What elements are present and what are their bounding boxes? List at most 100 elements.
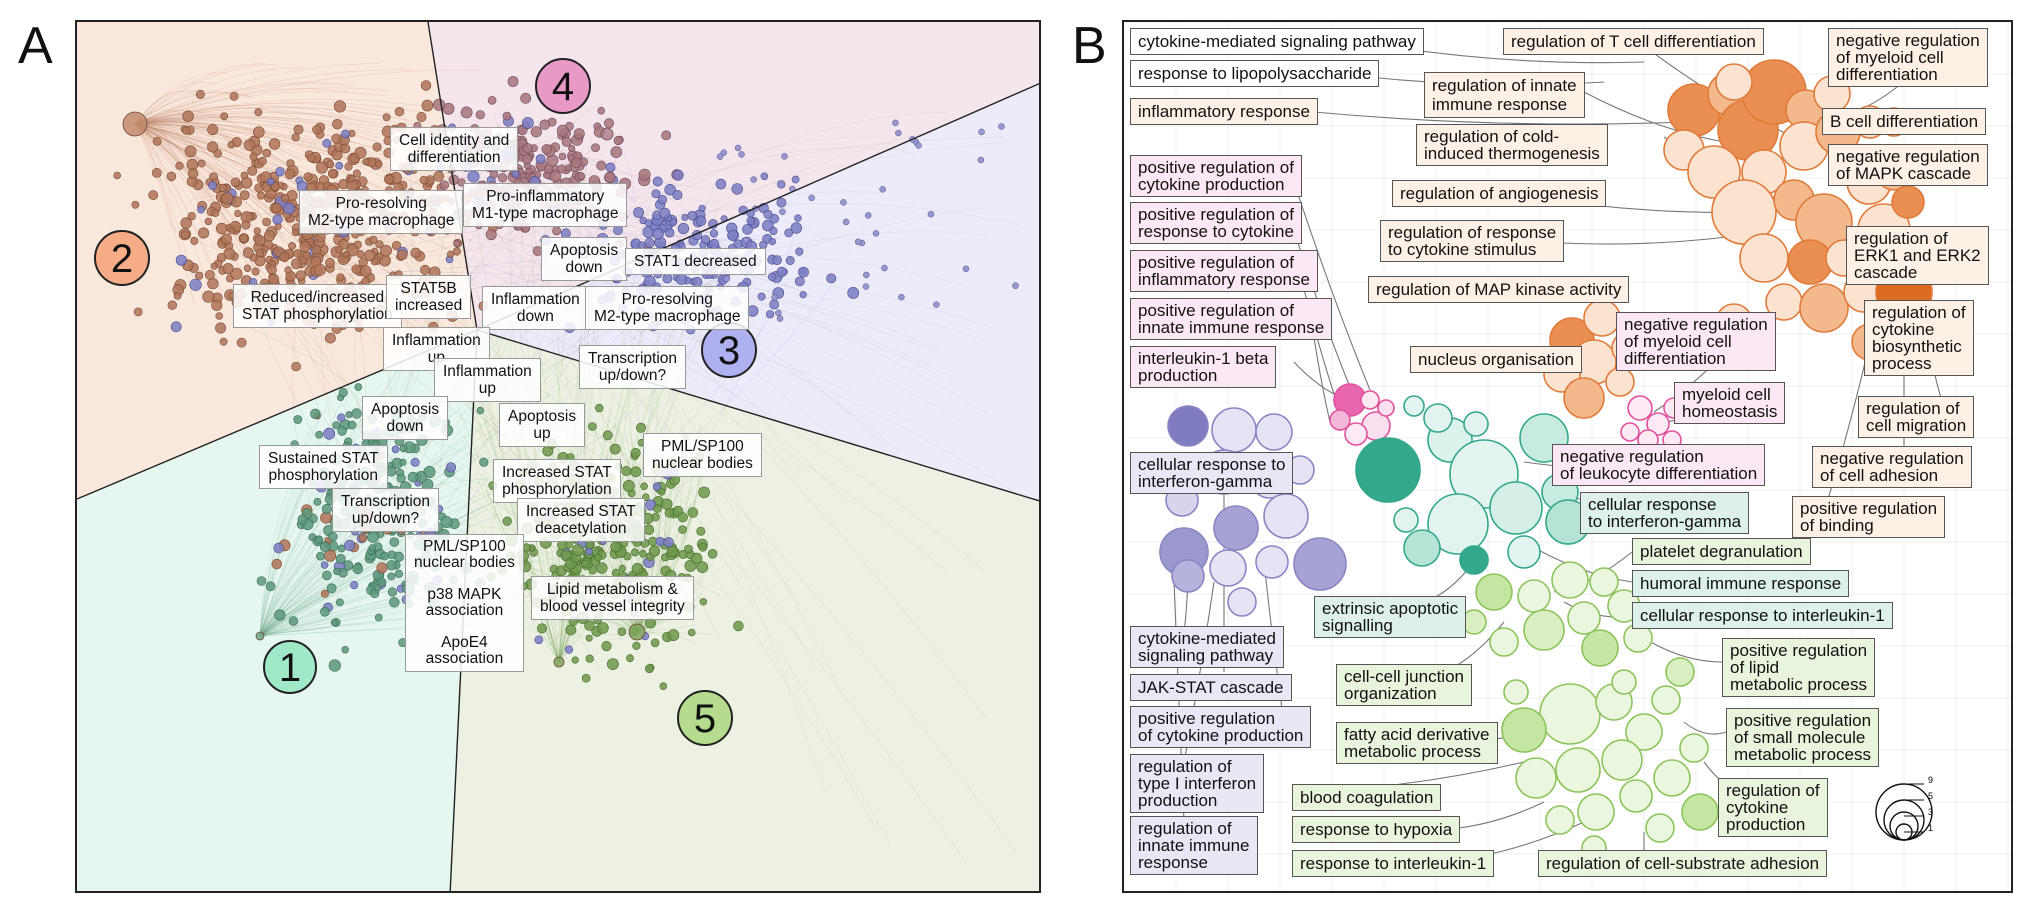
- cluster-1-node: [440, 515, 453, 528]
- cluster-3-node: [978, 128, 985, 136]
- cluster-4-node: [605, 162, 616, 173]
- label-neg-reg-cell-adhesion: negative regulation of cell adhesion: [1812, 446, 1972, 488]
- purple-term-bubble: [1255, 413, 1293, 451]
- cluster-number-1: 1: [263, 640, 317, 694]
- cluster-2-node: [280, 193, 290, 203]
- cluster-2-node: [166, 171, 177, 182]
- cluster-3-node: [731, 183, 743, 195]
- cluster-2-node: [322, 138, 332, 148]
- cluster-1-node: [396, 473, 406, 483]
- cluster-2-node: [416, 112, 427, 123]
- panel-b-letter: B: [1072, 17, 1107, 75]
- cluster-2-node: [254, 108, 263, 117]
- annotation-pro-resolving-m2: Pro-resolving M2-type macrophage: [299, 190, 464, 234]
- cluster-1-node: [394, 569, 403, 578]
- network-edge: [134, 91, 386, 125]
- cluster-2-node: [324, 332, 336, 344]
- cluster-1-node: [351, 408, 362, 419]
- cluster-4-node: [604, 171, 616, 183]
- purple-term-bubble: [1293, 537, 1347, 591]
- cluster-1-node: [337, 544, 346, 553]
- cluster-2-node: [180, 217, 192, 229]
- cluster-3-node: [881, 264, 888, 272]
- cluster-2-node: [184, 145, 197, 158]
- cluster-3-node: [633, 207, 644, 218]
- cluster-1-node: [389, 597, 400, 608]
- cluster-3-node: [784, 228, 794, 238]
- cluster-2-node: [195, 89, 205, 99]
- cluster-3-node: [847, 286, 860, 299]
- cluster-2-node: [271, 202, 282, 213]
- purple-term-bubble: [1211, 407, 1257, 453]
- network-edge: [134, 119, 392, 155]
- cluster-5-node: [659, 682, 668, 691]
- cluster-1-node: [354, 383, 363, 391]
- cluster-5-node: [698, 542, 708, 552]
- cluster-5-node: [617, 627, 627, 637]
- cluster-2-node: [283, 202, 295, 215]
- network-edge: [134, 123, 368, 298]
- label-pos-reg-inflammatory: positive regulation of inflammatory resp…: [1130, 250, 1318, 292]
- cluster-3-node: [716, 153, 724, 160]
- orange-term-bubble: [1605, 367, 1635, 397]
- cluster-2-node: [351, 264, 362, 274]
- cluster-2-node: [131, 200, 140, 209]
- cluster-2-node: [190, 236, 199, 245]
- cluster-4-node: [557, 164, 567, 174]
- cluster-5-node: [610, 541, 622, 553]
- cluster-4-node: [453, 239, 461, 247]
- cluster-1-node: [273, 542, 284, 554]
- hub-node-1a: [255, 631, 265, 641]
- cluster-2-node: [207, 278, 219, 290]
- network-edge: [134, 123, 195, 305]
- cluster-2-node: [222, 263, 234, 275]
- cluster-4-node: [502, 111, 512, 121]
- cluster-1-node: [297, 514, 308, 525]
- annotation-increased-stat-deacet: Increased STAT deacetylation: [517, 498, 645, 542]
- cluster-3-node: [842, 218, 850, 226]
- cluster-1-node: [410, 457, 420, 467]
- network-edge: [134, 69, 480, 125]
- cluster-3-node: [879, 186, 886, 193]
- cluster-2-node: [220, 112, 229, 121]
- cluster-4-node: [497, 173, 508, 183]
- cluster-5-node: [618, 564, 627, 573]
- cluster-1-node: [445, 462, 457, 473]
- cluster-2-node: [312, 124, 322, 135]
- green-term-bubble: [1611, 669, 1637, 695]
- cluster-2-node: [243, 139, 256, 151]
- cluster-3-node: [644, 237, 655, 248]
- cluster-3-node: [840, 199, 847, 206]
- network-edge: [134, 89, 232, 125]
- cluster-1-node: [407, 471, 419, 483]
- cluster-3-node: [998, 123, 1005, 130]
- cluster-5-node: [696, 561, 709, 574]
- cluster-5-node: [650, 638, 660, 648]
- annotation-inflammation-down: Inflammation down: [482, 286, 589, 330]
- cluster-2-node: [410, 247, 421, 259]
- network-edge: [134, 116, 357, 144]
- cluster-3-node: [746, 216, 755, 226]
- cluster-1-node: [399, 458, 407, 466]
- network-edge: [268, 182, 428, 525]
- cluster-5-node: [684, 544, 693, 554]
- network-edge: [134, 98, 430, 125]
- label-leader-line: [1313, 111, 1685, 125]
- cluster-1-node: [374, 613, 383, 622]
- network-edge: [134, 63, 381, 125]
- network-edge: [134, 118, 404, 151]
- cluster-5-node: [639, 549, 647, 558]
- label-neg-reg-myeloid-mid: negative regulation of myeloid cell diff…: [1616, 312, 1776, 371]
- cluster-2-node: [175, 161, 184, 170]
- cluster-3-node: [863, 271, 870, 279]
- cluster-2-node: [295, 270, 307, 281]
- cluster-5-node: [643, 524, 655, 536]
- orange-term-bubble: [1787, 239, 1833, 285]
- network-edge: [482, 238, 846, 501]
- network-edge: [134, 123, 211, 293]
- label-cytokine-mediated-top: cytokine-mediated signaling pathway: [1130, 28, 1424, 55]
- cluster-1-node: [345, 411, 353, 419]
- cluster-1-node: [338, 387, 348, 398]
- cluster-4-node: [552, 226, 562, 236]
- green-term-bubble: [1515, 757, 1557, 799]
